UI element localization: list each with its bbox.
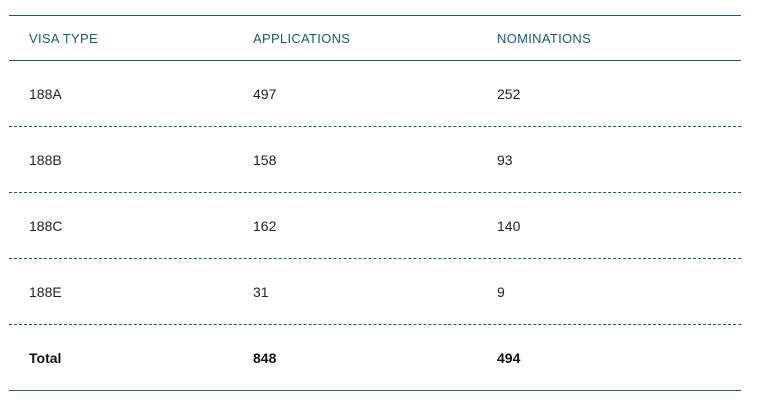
table-row: 188C 162 140: [9, 192, 741, 258]
table-header-row: VISA TYPE APPLICATIONS NOMINATIONS: [9, 16, 741, 61]
cell-visa-type: 188C: [29, 217, 63, 234]
cell-applications: 31: [253, 283, 269, 300]
cell-visa-type: 188A: [29, 85, 62, 102]
visa-table: VISA TYPE APPLICATIONS NOMINATIONS 188A …: [9, 15, 741, 391]
cell-nominations: 140: [497, 217, 521, 234]
header-visa-type: VISA TYPE: [29, 30, 98, 46]
table-total-row: Total 848 494: [9, 324, 741, 390]
cell-applications: 162: [253, 217, 277, 234]
cell-visa-type: 188B: [29, 151, 62, 168]
cell-applications: 158: [253, 151, 277, 168]
header-nominations: NOMINATIONS: [497, 30, 592, 46]
table-row: 188A 497 252: [9, 61, 741, 126]
total-nominations: 494: [497, 349, 521, 366]
cell-nominations: 93: [497, 151, 513, 168]
table-row: 188B 158 93: [9, 126, 741, 192]
total-applications: 848: [253, 349, 277, 366]
table-row: 188E 31 9: [9, 258, 741, 324]
cell-nominations: 252: [497, 85, 521, 102]
cell-visa-type: 188E: [29, 283, 62, 300]
cell-nominations: 9: [497, 283, 505, 300]
header-applications: APPLICATIONS: [253, 30, 351, 46]
cell-applications: 497: [253, 85, 277, 102]
total-label: Total: [29, 349, 62, 366]
